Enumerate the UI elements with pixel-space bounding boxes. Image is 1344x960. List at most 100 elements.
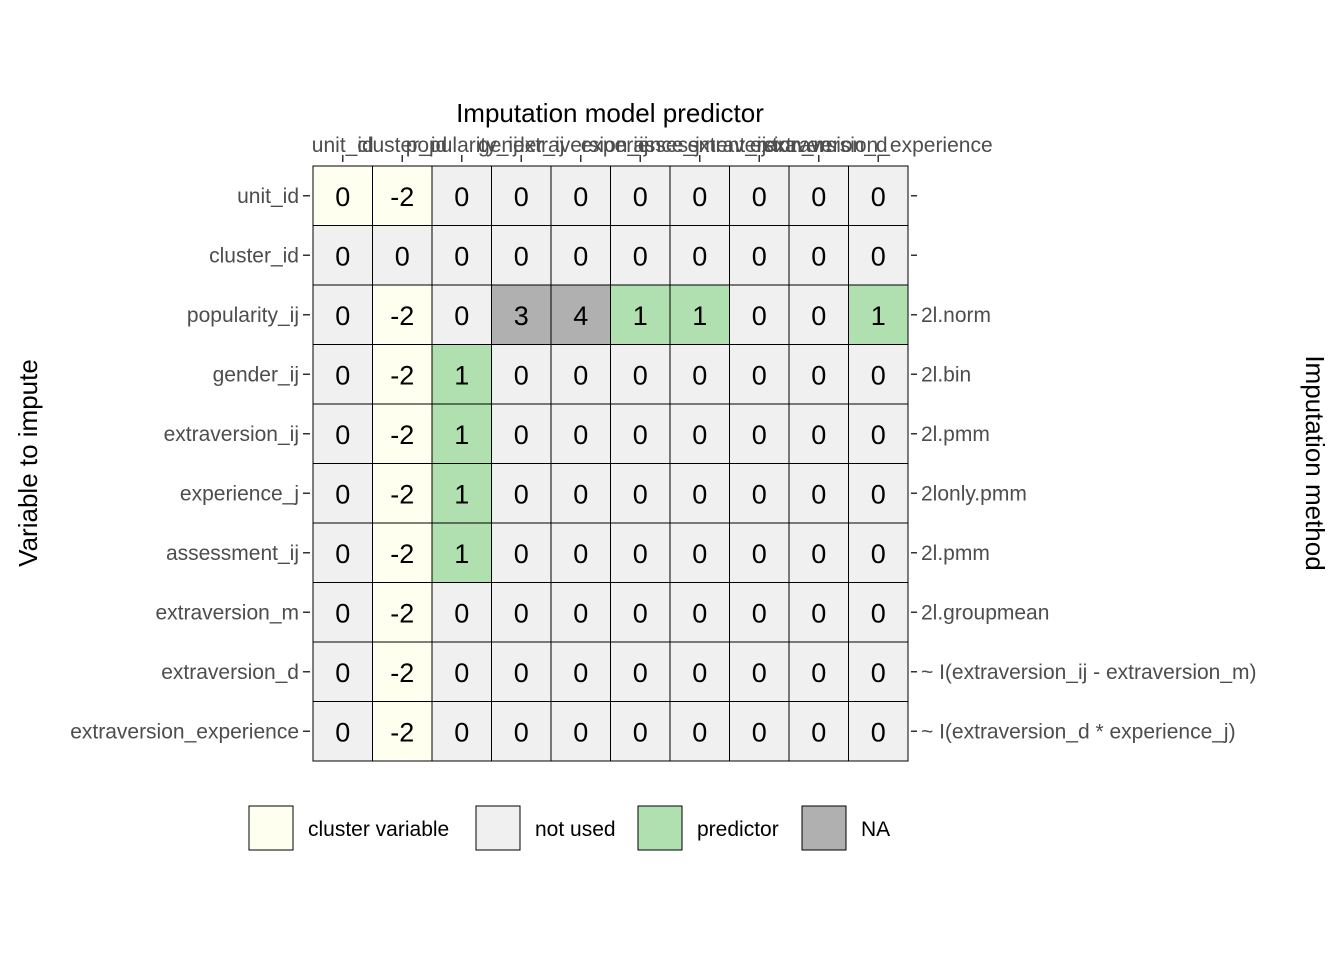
heatmap-cell xyxy=(848,582,909,643)
heatmap-cell xyxy=(610,582,671,643)
heatmap-cell xyxy=(669,701,730,762)
heatmap-cell xyxy=(729,701,790,762)
heatmap-cell xyxy=(312,165,373,226)
heatmap-cell xyxy=(669,225,730,286)
column-label: popularity_ij xyxy=(406,134,518,157)
cell-value-label: 0 xyxy=(335,717,350,747)
method-label: 2l.norm xyxy=(921,304,991,327)
cell-value-label: 0 xyxy=(514,658,529,688)
cell-value-label: 4 xyxy=(573,301,588,331)
cell-value-label: 0 xyxy=(335,360,350,390)
cell-value-label: 0 xyxy=(752,241,767,271)
heatmap-cell xyxy=(491,582,552,643)
heatmap-cell xyxy=(729,403,790,464)
cell-value-label: 0 xyxy=(573,598,588,628)
cell-value-label: 0 xyxy=(692,717,707,747)
cell-value-label: 1 xyxy=(454,360,469,390)
heatmap-cell xyxy=(729,641,790,702)
cell-value-label: 0 xyxy=(752,658,767,688)
cell-value-label: 0 xyxy=(514,420,529,450)
cell-value-label: 0 xyxy=(335,598,350,628)
heatmap-cell xyxy=(729,225,790,286)
cell-value-label: 0 xyxy=(573,182,588,212)
cell-value-label: 0 xyxy=(573,479,588,509)
cell-value-label: 0 xyxy=(811,717,826,747)
heatmap-cell xyxy=(491,225,552,286)
row-label: extraversion_ij xyxy=(164,423,299,446)
heatmap-cell xyxy=(848,701,909,762)
cell-value-label: 0 xyxy=(514,479,529,509)
cell-value-label: -2 xyxy=(390,182,414,212)
heatmap-cell xyxy=(669,522,730,583)
heatmap-cell xyxy=(312,522,373,583)
heatmap-cell xyxy=(848,344,909,405)
heatmap-cell xyxy=(729,284,790,345)
cell-value-label: 0 xyxy=(871,182,886,212)
cell-value-label: 0 xyxy=(811,420,826,450)
cell-value-label: 0 xyxy=(692,598,707,628)
cell-value-label: 0 xyxy=(871,539,886,569)
heatmap-cell xyxy=(491,522,552,583)
method-label: ~ I(extraversion_ij - extraversion_m) xyxy=(921,661,1257,684)
heatmap-cell xyxy=(372,225,433,286)
legend-key xyxy=(248,805,294,851)
x-axis-title: Imputation model predictor xyxy=(456,98,764,128)
cell-value-label: 0 xyxy=(514,182,529,212)
method-label: ~ I(extraversion_d * experience_j) xyxy=(921,720,1236,743)
heatmap-cell xyxy=(848,225,909,286)
cell-value-label: 0 xyxy=(811,658,826,688)
column-label: gender_ij xyxy=(478,134,564,157)
heatmap-cell xyxy=(431,463,492,524)
heatmap-cell xyxy=(431,701,492,762)
cell-value-label: 0 xyxy=(811,301,826,331)
cell-value-label: 0 xyxy=(692,360,707,390)
cell-value-label: 0 xyxy=(514,598,529,628)
cell-value-label: 0 xyxy=(692,182,707,212)
heatmap-cell xyxy=(491,463,552,524)
heatmap-cell xyxy=(610,344,671,405)
method-label: 2lonly.pmm xyxy=(921,482,1027,505)
cell-value-label: 0 xyxy=(811,539,826,569)
heatmap-cell xyxy=(610,522,671,583)
method-label: 2l.pmm xyxy=(921,542,990,565)
heatmap-cell xyxy=(550,641,611,702)
cell-value-label: 0 xyxy=(752,539,767,569)
column-label: extraversion_m xyxy=(687,134,831,157)
row-label: extraversion_d xyxy=(161,661,299,684)
heatmap-cell xyxy=(431,165,492,226)
cell-value-label: 0 xyxy=(335,182,350,212)
cell-value-label: 0 xyxy=(692,539,707,569)
cell-value-label: 0 xyxy=(752,182,767,212)
heatmap-cell xyxy=(729,522,790,583)
heatmap-cells: 0 -2 0 0 0 0 0 0 0 0 0 0 0 0 0 0 0 0 0 0 0 -2 0 3 4 1 1 0 0 1 0 -2 1 0 0 0 0… xyxy=(312,165,909,762)
cell-value-label: 0 xyxy=(692,241,707,271)
heatmap-cell xyxy=(610,701,671,762)
heatmap-cell xyxy=(610,463,671,524)
method-label: 2l.pmm xyxy=(921,423,990,446)
heatmap-cell xyxy=(431,284,492,345)
cell-value-label: 0 xyxy=(752,420,767,450)
cell-value-label: 1 xyxy=(454,539,469,569)
row-label: assessment_ij xyxy=(166,542,299,565)
cell-value-label: -2 xyxy=(390,598,414,628)
cell-value-label: 0 xyxy=(752,360,767,390)
secondary-y-axis-title: Imputation method xyxy=(1300,355,1330,570)
cell-value-label: 0 xyxy=(692,420,707,450)
heatmap-cell xyxy=(491,701,552,762)
cell-value-label: 0 xyxy=(335,539,350,569)
cell-value-label: 0 xyxy=(514,360,529,390)
heatmap-cell xyxy=(788,463,849,524)
cell-value-label: 0 xyxy=(335,479,350,509)
heatmap-cell xyxy=(312,641,373,702)
cell-value-label: 0 xyxy=(811,598,826,628)
cell-value-label: 1 xyxy=(871,301,886,331)
cell-value-label: 1 xyxy=(692,301,707,331)
cell-value-label: 0 xyxy=(633,241,648,271)
heatmap-cell xyxy=(848,165,909,226)
heatmap-cell xyxy=(431,582,492,643)
heatmap-cell xyxy=(669,284,730,345)
cell-value-label: 0 xyxy=(335,301,350,331)
method-label: 2l.groupmean xyxy=(921,601,1049,624)
cell-value-label: 0 xyxy=(871,420,886,450)
